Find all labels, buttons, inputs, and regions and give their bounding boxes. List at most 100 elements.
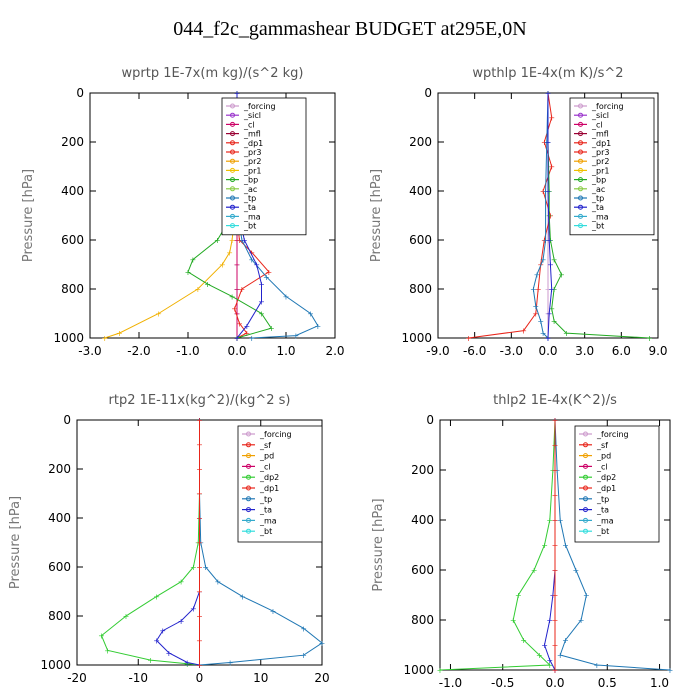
series-point: +: [166, 649, 173, 658]
series-point: +: [185, 268, 192, 277]
series-point: +: [231, 305, 238, 314]
series-point: +: [546, 236, 553, 245]
legend-label: _bp: [243, 176, 258, 185]
legend-label: _cl: [596, 462, 608, 471]
legend-marker: [246, 474, 251, 480]
series-point: +: [178, 578, 185, 587]
legend-label: _ta: [259, 506, 272, 515]
series-point: +: [545, 310, 552, 319]
series-point: +: [184, 659, 191, 668]
legend-marker: [230, 149, 235, 155]
x-tick-label: 10: [253, 671, 268, 685]
y-tick-label: 200: [61, 135, 84, 149]
series-point: +: [234, 236, 241, 245]
series-point: +: [532, 310, 539, 319]
legend-marker: [246, 507, 251, 513]
x-tick-label: 9.0: [648, 344, 667, 358]
x-tick-label: -6.0: [463, 344, 486, 358]
legend-marker: [230, 140, 235, 146]
legend-label: _ma: [259, 516, 277, 525]
series-point: +: [562, 636, 569, 645]
legend-label: _cl: [259, 462, 271, 471]
legend-marker: [246, 453, 251, 459]
series-point: +: [202, 563, 209, 572]
y-tick-label: 600: [48, 560, 71, 574]
y-tick-label: 800: [409, 282, 432, 296]
legend-marker: [583, 442, 588, 448]
series-point: +: [546, 310, 553, 319]
series-point: +: [552, 416, 559, 425]
legend-marker: [578, 167, 583, 173]
series-point: +: [159, 627, 166, 636]
legend-marker: [578, 213, 583, 219]
legend-label: _forcing: [259, 430, 292, 439]
series-point: +: [155, 310, 162, 319]
legend-label: _tp: [591, 194, 604, 203]
series-point: +: [545, 334, 552, 343]
legend-marker: [246, 463, 251, 469]
panel-4: thlp2 1E-4x(K^2)/s Pressure [hPa] -1.0 -0.5…: [371, 393, 673, 690]
series-point: +: [534, 270, 541, 279]
y-axis-label: Pressure [hPa]: [369, 169, 384, 262]
series-point: +: [557, 651, 564, 660]
y-tick-label: 400: [48, 511, 71, 525]
legend-label: _bt: [243, 222, 256, 231]
legend-marker: [583, 496, 588, 502]
legend-marker: [578, 112, 583, 118]
series-point: +: [545, 334, 552, 343]
legend-marker: [246, 528, 251, 534]
legend-marker: [583, 507, 588, 513]
x-tick-label: -3.0: [500, 344, 523, 358]
legend-label: _bt: [591, 222, 604, 231]
y-tick-label: 400: [409, 184, 432, 198]
legend-label: _ta: [596, 506, 609, 515]
series-point: +: [263, 273, 270, 282]
legend-label: _dp1: [596, 484, 616, 493]
series-point: +: [542, 187, 549, 196]
series-line-tp: [199, 420, 322, 665]
series-point: +: [178, 617, 185, 626]
series-point: +: [116, 329, 123, 338]
series-point: +: [196, 465, 203, 474]
series-point: +: [319, 639, 326, 648]
series-point: +: [239, 592, 246, 601]
y-tick-label: 0: [76, 86, 84, 100]
series-point: +: [234, 89, 241, 98]
x-tick-label: -0.5: [491, 676, 514, 690]
series-point: +: [548, 163, 555, 172]
y-axis-label: Pressure [hPa]: [371, 498, 386, 591]
series-point: +: [552, 441, 559, 450]
legend-marker: [578, 140, 583, 146]
legend-label: _pr3: [591, 148, 609, 157]
series-point: +: [243, 329, 250, 338]
series-point: +: [545, 285, 552, 294]
legend-box: [569, 97, 655, 236]
series-point: +: [239, 285, 246, 294]
series-point: +: [153, 592, 160, 601]
x-tick-label: 20: [314, 671, 329, 685]
series-point: +: [548, 285, 555, 294]
series-point: +: [241, 236, 248, 245]
series-point: +: [196, 563, 203, 572]
series-point: +: [552, 591, 559, 600]
series-point: +: [147, 656, 154, 665]
series-point: +: [520, 636, 527, 645]
series-point: +: [532, 302, 539, 311]
series-point: +: [300, 624, 307, 633]
legend-marker: [578, 223, 583, 229]
legend-marker: [246, 485, 251, 491]
series-point: +: [550, 466, 557, 475]
legend-marker: [246, 431, 251, 437]
legend-marker: [230, 112, 235, 118]
legend-label: _sicl: [243, 111, 261, 120]
legend-marker: [583, 517, 588, 523]
series-point: +: [236, 319, 243, 328]
series-point: +: [307, 310, 314, 319]
panel-title: wpthlp 1E-4x(m K)/s^2: [472, 66, 623, 81]
legend-marker: [583, 453, 588, 459]
y-tick-label: 1000: [53, 331, 84, 345]
series-point: +: [520, 327, 527, 336]
series-point: +: [541, 641, 548, 650]
